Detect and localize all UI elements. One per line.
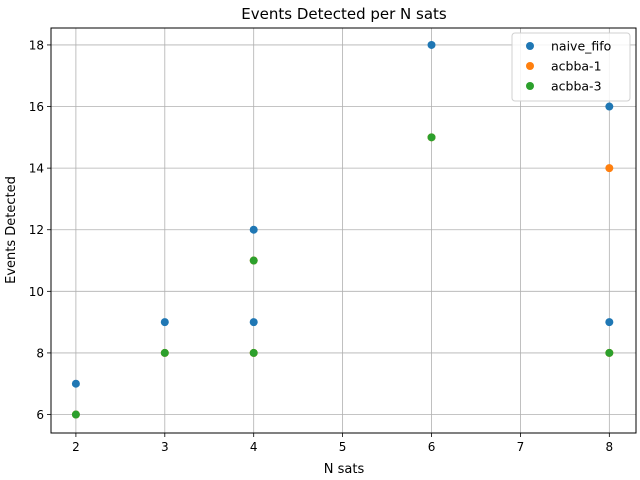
x-tick-label: 4 (250, 440, 258, 454)
data-point (249, 318, 258, 327)
series-naive_fifo (71, 40, 614, 388)
data-point (249, 225, 258, 234)
x-tick-label: 6 (428, 440, 436, 454)
data-point (605, 348, 614, 357)
series-acbba-3 (71, 133, 614, 419)
y-tick-label: 10 (29, 285, 44, 299)
legend-marker (526, 42, 534, 50)
data-point (427, 40, 436, 49)
x-tick-label: 2 (72, 440, 80, 454)
data-point (160, 318, 169, 327)
legend-box (511, 32, 631, 102)
x-tick-label: 8 (606, 440, 614, 454)
y-tick-label: 12 (29, 223, 44, 237)
data-point (605, 164, 614, 173)
data-point (249, 348, 258, 357)
legend-label: acbba-3 (551, 79, 602, 94)
legend-label: naive_fifo (551, 39, 611, 54)
y-tick-label: 18 (29, 38, 44, 52)
data-points (71, 40, 614, 419)
legend-label: acbba-1 (551, 59, 602, 74)
data-point (427, 133, 436, 142)
x-tick-label: 5 (339, 440, 347, 454)
legend-marker (526, 82, 534, 90)
data-point (605, 102, 614, 111)
data-point (160, 348, 169, 357)
plot-frame (50, 27, 637, 434)
y-tick-label: 14 (29, 162, 44, 176)
y-tick-label: 6 (36, 408, 44, 422)
data-point (249, 256, 258, 265)
data-point (605, 318, 614, 327)
y-axis-label: Events Detected (4, 176, 19, 284)
chart-title: Events Detected per N sats (241, 5, 447, 23)
data-point (71, 379, 80, 388)
y-tick-label: 8 (36, 346, 44, 360)
y-tick-label: 16 (29, 100, 44, 114)
x-tick-label: 7 (517, 440, 525, 454)
x-tick-label: 3 (161, 440, 169, 454)
legend-marker (526, 62, 534, 70)
x-axis-label: N sats (324, 462, 365, 477)
legend: naive_fifo acbba-1 acbba-3 (511, 32, 631, 102)
axis-ticks: 2 3 4 5 6 7 8 6 8 10 12 14 16 18 (29, 38, 613, 454)
data-point (71, 410, 80, 419)
